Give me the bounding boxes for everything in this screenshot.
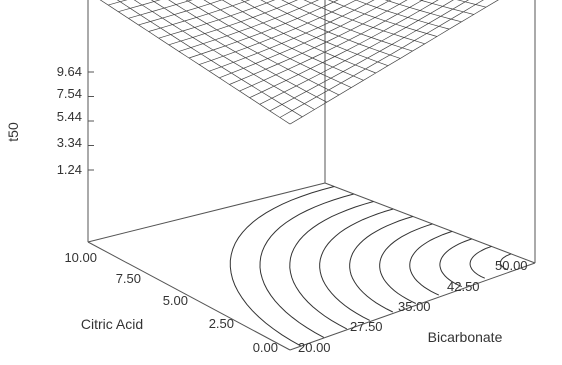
z-tick-label: 9.64 [57, 64, 82, 79]
surface-grid-line [279, 0, 484, 118]
y-axis-title: Citric Acid [81, 316, 143, 332]
box-edge [289, 262, 536, 351]
box-edge [87, 182, 326, 243]
contour-plot [229, 186, 512, 347]
y-tick-label: 0.00 [253, 340, 278, 355]
surface-grid-line [138, 0, 223, 26]
y-tick-label: 2.50 [209, 316, 234, 331]
box-edge [324, 182, 536, 264]
z-tick-label: 7.54 [57, 86, 82, 101]
x-tick-label: 50.00 [495, 258, 528, 273]
contour-line [289, 201, 374, 330]
contour-line [319, 208, 394, 321]
surface-grid-line [128, 0, 193, 19]
z-axis-title: t50 [5, 122, 21, 142]
surface-grid-line [118, 0, 161, 13]
x-tick-label: 35.00 [398, 299, 431, 314]
surface-grid-line [188, 0, 339, 59]
surface-grid-line [418, 0, 474, 15]
surface-grid-line [249, 0, 439, 99]
z-tick-label: 1.24 [57, 162, 82, 177]
y-tick-label: 7.50 [116, 271, 141, 286]
surface-grid-line [150, 0, 327, 103]
surface-grid-line [354, 0, 450, 30]
box-edge [87, 241, 291, 351]
surface-grid-line [178, 0, 320, 52]
contour-line [439, 238, 472, 288]
surface-grid-line [198, 0, 357, 65]
x-tick-label: 27.50 [350, 319, 383, 334]
axis-box [87, 0, 536, 351]
contour-line [379, 223, 433, 304]
surface-grid-line [327, 0, 438, 37]
y-tick-label: 10.00 [64, 250, 97, 265]
y-tick-label: 5.00 [163, 293, 188, 308]
contour-line [259, 193, 354, 338]
contour-line [499, 253, 512, 271]
x-tick-label: 20.00 [298, 340, 331, 355]
x-axis-title: Bicarbonate [428, 329, 503, 345]
surface-grid-line [168, 0, 298, 46]
contour-line [409, 230, 453, 296]
surface-grid-line [158, 0, 276, 39]
surface-grid-line [303, 0, 425, 45]
surface-grid-line [148, 0, 251, 32]
contour-line [349, 216, 413, 313]
contour-line [469, 245, 492, 279]
x-tick-label: 42.50 [447, 279, 480, 294]
surface-grid-line [168, 0, 340, 96]
contour-line [229, 186, 335, 347]
z-tick-label: 3.34 [57, 135, 82, 150]
surface-grid-line [456, 0, 487, 8]
surface-grid-line [281, 0, 413, 52]
surface-grid-line [221, 0, 376, 74]
z-tick-label: 5.44 [57, 109, 82, 124]
surface-grid-line [185, 0, 352, 88]
surface-grid-line [384, 0, 462, 23]
response-surface [99, 0, 499, 125]
